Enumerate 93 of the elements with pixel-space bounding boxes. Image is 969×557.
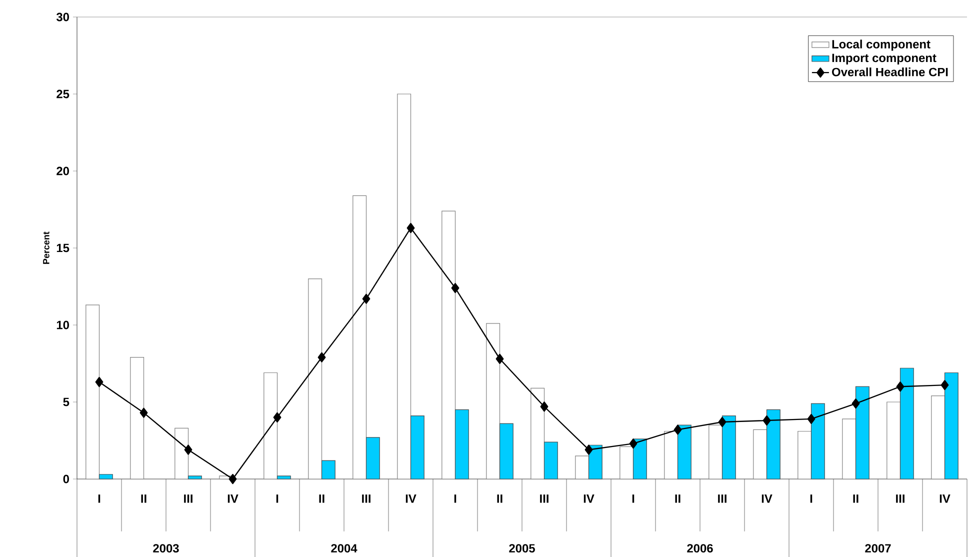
x-tick-label: III	[718, 494, 726, 503]
point	[940, 380, 949, 390]
point	[807, 414, 816, 424]
bar	[575, 456, 590, 480]
y-tick-label: 0	[63, 474, 69, 484]
point	[184, 444, 192, 455]
x-tick-label: IV	[762, 494, 772, 503]
point	[762, 415, 771, 426]
point	[273, 412, 282, 422]
text: 2003	[153, 544, 179, 553]
point	[140, 408, 148, 418]
bar	[620, 446, 634, 480]
bar	[855, 386, 870, 480]
bar	[798, 430, 812, 480]
x-tick-label: III	[540, 494, 548, 503]
legend-label: Import component	[832, 54, 936, 65]
point	[95, 376, 104, 388]
bar	[677, 424, 692, 480]
x-tick-label: II	[675, 494, 680, 503]
x-tick-label: IV	[940, 494, 950, 503]
text: 2005	[509, 544, 535, 553]
y-tick-label: 25	[56, 90, 70, 98]
x-tick-label: II	[853, 494, 858, 503]
y-tick-label: 15	[56, 244, 70, 252]
legend-label: Local component	[832, 40, 930, 51]
y-tick-label: 5	[63, 398, 70, 406]
point	[228, 474, 237, 484]
point	[318, 352, 326, 362]
bar	[931, 396, 946, 480]
x-tick-label: II	[497, 494, 502, 503]
bar	[188, 476, 202, 480]
y-tick-label: 30	[56, 12, 69, 22]
bar	[366, 437, 380, 480]
bar	[664, 430, 678, 480]
point	[496, 354, 504, 364]
bar	[98, 474, 113, 480]
x-tick-label: IV	[406, 494, 416, 503]
bar	[900, 368, 914, 480]
bar	[753, 429, 768, 480]
point	[852, 398, 860, 409]
point	[451, 282, 460, 294]
y-tick-label: 10	[56, 320, 69, 330]
bar	[410, 416, 424, 480]
bar	[722, 416, 736, 480]
bar	[130, 357, 144, 480]
bar	[276, 476, 291, 480]
point	[584, 444, 593, 455]
bar	[810, 403, 825, 480]
bar	[886, 402, 901, 480]
text: 2004	[331, 544, 358, 553]
bar	[454, 409, 469, 480]
text: 2007	[865, 544, 891, 553]
point	[896, 382, 904, 392]
x-tick-label: III	[896, 494, 904, 503]
point	[718, 416, 726, 428]
x-tick-label: I	[276, 494, 278, 503]
bar	[321, 460, 336, 480]
point	[540, 402, 548, 412]
x-tick-label: II	[319, 494, 324, 503]
bar	[708, 424, 723, 480]
bar	[766, 409, 780, 480]
bar	[632, 438, 647, 480]
bar	[486, 323, 500, 480]
bar	[944, 372, 958, 480]
x-tick-label: IV	[228, 494, 238, 503]
point	[629, 438, 638, 449]
bar	[544, 442, 558, 480]
legend-label: Overall Headline CPI	[832, 68, 948, 76]
x-tick-label: II	[141, 494, 146, 503]
x-tick-label: I	[810, 494, 812, 503]
bar	[530, 388, 545, 480]
x-tick-label: III	[184, 494, 192, 503]
bar	[842, 418, 856, 480]
y-tick-label: 20	[56, 166, 69, 176]
point	[362, 294, 370, 304]
bar	[86, 304, 100, 480]
x-tick-label: I	[632, 494, 634, 503]
bar	[352, 195, 367, 480]
x-tick-label: I	[454, 494, 456, 503]
point	[406, 222, 415, 234]
x-tick-label: I	[98, 494, 100, 503]
text: 2006	[687, 544, 713, 553]
x-tick-label: IV	[584, 494, 594, 503]
bar	[499, 423, 514, 480]
bar	[264, 372, 278, 480]
x-tick-label: III	[362, 494, 370, 503]
bar	[442, 210, 456, 480]
point	[674, 424, 682, 435]
bar	[588, 444, 602, 480]
bar	[397, 94, 412, 480]
y-axis-title: Percent	[43, 232, 50, 264]
bar	[308, 278, 322, 480]
bar	[174, 428, 189, 480]
